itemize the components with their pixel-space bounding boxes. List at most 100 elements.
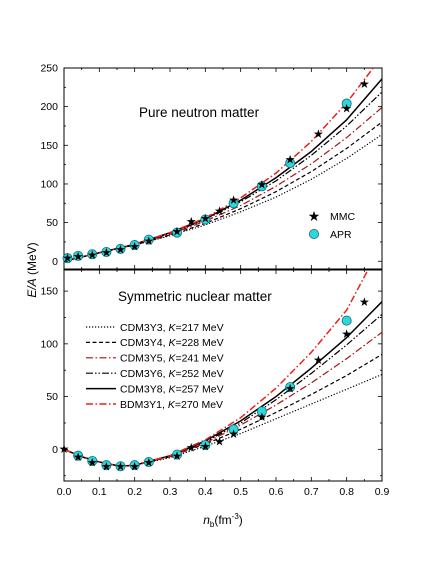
apr-point [228, 424, 239, 435]
bottom-ticks: 0.0 0.1 0.2 0.3 0.4 0.5 0.6 0.7 0.8 0.9 0 50 100 150 [40, 270, 389, 498]
mmc-point: ★ [200, 440, 211, 454]
y-tick-label: 50 [46, 217, 58, 229]
apr-point [285, 158, 296, 169]
apr-point [200, 214, 211, 225]
mmc-point: ★ [62, 251, 73, 265]
y-tick-label: 0 [52, 256, 58, 268]
legend-label-bdm3y1: BDM3Y1, K=270 MeV [120, 399, 223, 411]
apr-point [129, 460, 140, 471]
mmc-point: ★ [200, 211, 211, 225]
x-tick-label: 0.5 [233, 486, 248, 498]
mmc-point: ★ [359, 77, 370, 91]
mmc-point: ★ [87, 456, 98, 470]
apr-point [101, 246, 112, 257]
legend-label-cdm3y6: CDM3Y6, K=252 MeV [120, 368, 224, 380]
x-tick-label: 0.7 [304, 486, 319, 498]
apr-point [73, 250, 84, 261]
apr-point [200, 440, 211, 451]
apr-point [228, 198, 239, 209]
panel-top-title: Pure neutron matter [139, 105, 260, 120]
legend-mmc-label: MMC [330, 211, 355, 223]
x-tick-label: 0.9 [375, 486, 390, 498]
apr-point [73, 450, 84, 461]
mmc-point: ★ [341, 327, 352, 341]
apr-point [87, 249, 98, 260]
top-markers: ★ ★ ★ ★ ★ ★ ★★★ ★★★★★★★★ [62, 77, 370, 265]
apr-point [256, 406, 267, 417]
apr-point [341, 315, 352, 326]
y-tick-label: 150 [40, 140, 58, 152]
legend-label-cdm3y5: CDM3Y5, K=241 MeV [120, 353, 224, 365]
mmc-point: ★ [341, 102, 352, 116]
apr-point [143, 457, 154, 468]
y-tick-label: 100 [40, 338, 58, 350]
apr-point [87, 455, 98, 466]
mmc-point: ★ [285, 153, 296, 167]
y-tick-label: 250 [40, 63, 58, 75]
mmc-point: ★ [101, 245, 112, 259]
apr-point [172, 449, 183, 460]
x-tick-label: 0.6 [269, 486, 284, 498]
mmc-point: ★ [143, 234, 154, 248]
panel-pure-neutron: ★ ★ ★ ★ ★ ★ ★★★ ★★★★★★★★ 0 50 100 150 200 250 Pure n… [40, 63, 383, 270]
apr-point [101, 460, 112, 471]
mmc-point: ★ [359, 295, 370, 309]
series-line-cdm3y5 [64, 331, 382, 467]
mmc-point: ★ [143, 456, 154, 470]
bottom-markers: ★★ ★ ★ ★ ★ ★ ★★ ★ ★★★★★★★ [59, 295, 370, 474]
mmc-point: ★ [115, 460, 126, 474]
apr-point [115, 243, 126, 254]
mmc-point: ★ [214, 434, 225, 448]
legend-label-cdm3y4: CDM3Y4, K=228 MeV [120, 337, 224, 349]
y-tick-label: 50 [46, 391, 58, 403]
legend-label-cdm3y8: CDM3Y8, K=257 MeV [120, 383, 224, 395]
mmc-point: ★ [285, 382, 296, 396]
mmc-point: ★ [313, 353, 324, 367]
mmc-point: ★ [313, 127, 324, 141]
legend-label-cdm3y3: CDM3Y3, K=217 MeV [120, 322, 224, 334]
mmc-point: ★ [115, 242, 126, 256]
apr-point [129, 240, 140, 251]
mmc-point: ★ [101, 460, 112, 474]
x-tick-label: 0.4 [198, 486, 213, 498]
mmc-point: ★ [228, 193, 239, 207]
x-axis-title: nb(fm-3) [203, 512, 243, 529]
legend-mmc-star-icon: ★ [308, 208, 321, 224]
x-tick-label: 0.3 [163, 486, 178, 498]
x-tick-label: 0.1 [92, 486, 107, 498]
y-tick-label: 0 [52, 444, 58, 456]
mmc-point: ★ [256, 410, 267, 424]
marker-legend: ★ MMC APR [308, 208, 356, 241]
apr-point [143, 234, 154, 245]
series-line-cdm3y3 [64, 373, 382, 467]
line-legend: CDM3Y3, K=217 MeV CDM3Y4, K=228 MeV CDM3Y5… [86, 322, 224, 411]
apr-point [341, 98, 352, 109]
mmc-point: ★ [228, 427, 239, 441]
y-tick-label: 150 [40, 286, 58, 298]
mmc-point: ★ [129, 460, 140, 474]
x-tick-label: 0.0 [57, 486, 72, 498]
x-tick-label: 0.2 [127, 486, 142, 498]
x-tick-label: 0.8 [339, 486, 354, 498]
mmc-point: ★ [73, 249, 84, 263]
mmc-point: ★ [186, 441, 197, 455]
mmc-point: ★ [129, 239, 140, 253]
apr-point [172, 227, 183, 238]
y-tick-label: 100 [40, 178, 58, 190]
y-tick-label: 200 [40, 101, 58, 113]
panel-symmetric: ★★ ★ ★ ★ ★ ★ ★★ ★ ★★★★★★★ 0.0 0.1 0.2 0.3 0.4 0.5 0.6 0… [40, 269, 389, 498]
mmc-point: ★ [214, 204, 225, 218]
apr-point [62, 253, 73, 264]
mmc-point: ★ [59, 442, 70, 456]
legend-apr-label: APR [330, 229, 352, 241]
legend-apr-circle-icon [308, 228, 319, 239]
mmc-point: ★ [172, 449, 183, 463]
apr-point [115, 461, 126, 472]
mmc-point: ★ [73, 450, 84, 464]
y-axis-title: E/A (MeV) [25, 242, 39, 297]
mmc-point: ★ [87, 248, 98, 262]
top-ticks: 0 50 100 150 200 250 [40, 63, 383, 269]
apr-point [256, 181, 267, 192]
mmc-point: ★ [186, 215, 197, 229]
